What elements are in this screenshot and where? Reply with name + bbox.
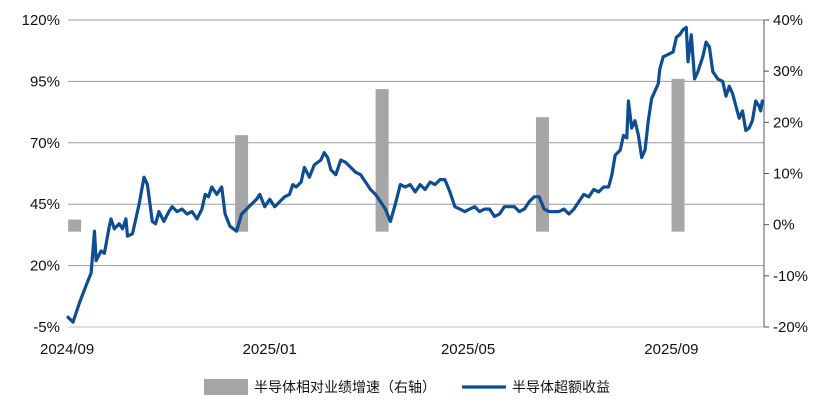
- bar: [375, 89, 389, 232]
- y-right-tick-label: 30%: [773, 63, 803, 80]
- y-left-tick-label: 120%: [22, 12, 60, 29]
- y-left-tick-label: 20%: [30, 258, 60, 275]
- x-tick-label: 2025/09: [644, 341, 698, 358]
- y-right-tick-label: -10%: [773, 268, 808, 285]
- x-tick-label: 2024/09: [40, 341, 94, 358]
- bar: [535, 117, 549, 232]
- x-tick-label: 2025/01: [243, 341, 297, 358]
- y-right-tick-label: 0%: [773, 217, 795, 234]
- axes: 120% 95% 70% 45% 20% -5% 40% 30% 20% 10% 0% -10% -20…: [22, 12, 808, 358]
- bar: [68, 219, 82, 232]
- legend-label: 半导体超额收益: [512, 380, 610, 396]
- y-left-tick-label: 70%: [30, 135, 60, 152]
- y-left-tick-label: 95%: [30, 73, 60, 90]
- line-series: [66, 25, 764, 324]
- bar-series: [68, 78, 685, 232]
- x-tick-label: 2025/05: [441, 341, 495, 358]
- bar: [235, 135, 249, 232]
- y-left-tick-label: -5%: [33, 319, 60, 336]
- grid: [68, 19, 764, 328]
- y-left-tick-label: 45%: [30, 196, 60, 213]
- y-right-tick-label: 20%: [773, 114, 803, 131]
- y-right-tick-label: 10%: [773, 166, 803, 183]
- y-right-tick-label: 40%: [773, 12, 803, 29]
- bar: [671, 78, 685, 232]
- legend-label: 半导体相对业绩增速（右轴）: [254, 380, 436, 396]
- legend-swatch-bar: [204, 379, 248, 395]
- series-line: [66, 25, 764, 324]
- legend: 半导体相对业绩增速（右轴） 半导体超额收益: [204, 379, 610, 396]
- y-right-tick-label: -20%: [773, 319, 808, 336]
